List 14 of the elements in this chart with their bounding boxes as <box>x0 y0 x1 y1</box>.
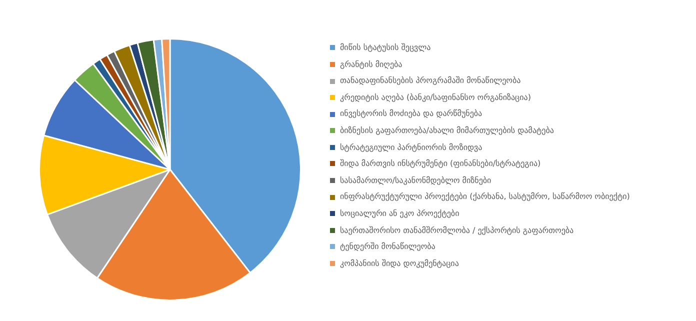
legend-label: სტრატეგიული პარტნიორის მოზიდვა <box>339 142 484 154</box>
legend-label: ბიზნესის გაფართოება/ახალი მიმართულების დამატება <box>339 124 555 137</box>
legend-label: გრანტის მიღება <box>339 58 404 71</box>
legend-label: სასამართლო/საკანონმდებლო მიზნები <box>339 174 492 187</box>
legend-label: საერთაშორისო თანამშრომლობა / ექსპორტის გაფართოება <box>339 224 575 237</box>
legend-label: ტენდერში მონაწილეობა <box>339 241 436 254</box>
legend-label: მიწის სტატუსის შეცვლა <box>339 42 432 54</box>
legend-label: კრედიტის აღება (ბანკი/საფინანსო ორგანიზაცია) <box>339 92 532 104</box>
legend-label: ინვესტორის მოძიება და დარწმუნება <box>339 108 484 120</box>
legend-label: თანადაფინანსების პროგრამაში მონაწილეობა <box>339 75 522 88</box>
legend-label: შიდა მართვის ინსტრუმენტი (ფინანსები/სტრატეგია) <box>339 158 542 170</box>
legend-label: სოციალური ან ეკო პროექტები <box>339 208 460 220</box>
legend-label: ინფრასტრუქტურული პროექტები (ქარხანა, სასტუმრო, საწარმოო ობიექტი) <box>339 191 630 204</box>
legend-label: კომპანიის შიდა დოკუმენტაცია <box>339 258 460 270</box>
